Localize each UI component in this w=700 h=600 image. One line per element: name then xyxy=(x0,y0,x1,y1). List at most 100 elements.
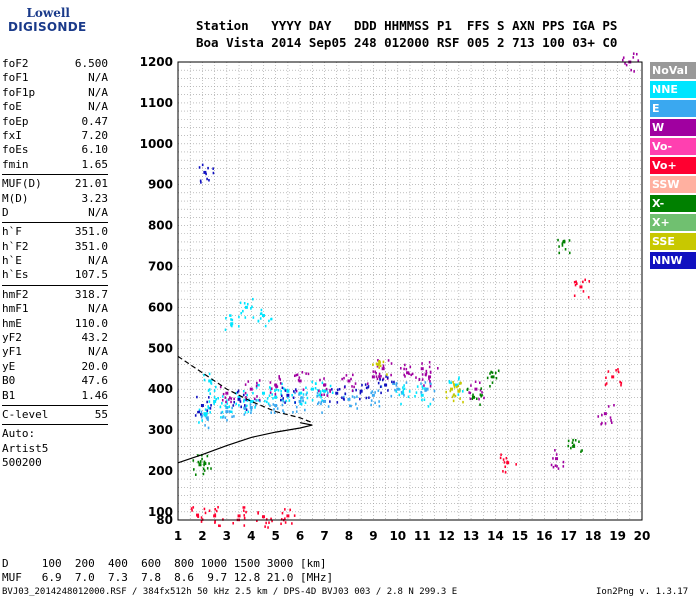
x-tick-label: 17 xyxy=(560,529,577,543)
data-point xyxy=(208,379,212,383)
data-point xyxy=(304,408,306,412)
data-point xyxy=(230,323,232,327)
data-point xyxy=(207,406,210,410)
data-point xyxy=(350,404,352,408)
data-point xyxy=(311,380,313,384)
data-point xyxy=(277,389,280,392)
data-point xyxy=(403,387,406,391)
data-point xyxy=(554,464,557,467)
data-point xyxy=(632,52,635,55)
data-point xyxy=(273,408,275,411)
data-point xyxy=(428,365,431,369)
param-value: 20.0 xyxy=(81,359,109,373)
data-point xyxy=(607,405,610,408)
data-point xyxy=(620,383,622,387)
data-point xyxy=(240,405,242,409)
data-point xyxy=(280,518,283,521)
param-value: N/A xyxy=(88,254,108,268)
data-point xyxy=(256,381,258,385)
data-point xyxy=(469,397,472,401)
muf-line: MUF 6.9 7.0 7.3 7.8 8.6 9.7 12.8 21.0 [M… xyxy=(2,571,334,584)
data-point xyxy=(255,384,258,388)
data-point xyxy=(229,410,232,413)
data-point xyxy=(450,381,452,385)
x-tick-label: 10 xyxy=(389,529,406,543)
data-point xyxy=(378,366,381,369)
data-point xyxy=(244,316,247,319)
data-point xyxy=(206,418,209,421)
y-tick-label: 1000 xyxy=(140,137,173,151)
data-point xyxy=(637,59,640,62)
data-point xyxy=(407,395,410,399)
data-point xyxy=(366,382,369,385)
data-point xyxy=(282,387,285,390)
header-row2: Boa Vista 2014 Sep05 248 012000 RSF 005 … xyxy=(196,35,618,50)
param-row: fmin 1.65 xyxy=(2,158,108,172)
param-row: C-level 55 xyxy=(2,408,108,422)
data-point xyxy=(205,172,207,176)
data-point xyxy=(421,373,424,376)
data-point xyxy=(552,457,554,460)
data-point xyxy=(349,404,351,408)
param-row: foEp 0.47 xyxy=(2,115,108,129)
data-point xyxy=(282,400,285,403)
data-point xyxy=(466,388,469,391)
data-point xyxy=(387,376,389,379)
data-point xyxy=(387,389,389,392)
data-point xyxy=(394,388,396,392)
data-point xyxy=(479,403,481,406)
data-point xyxy=(295,373,298,377)
data-point xyxy=(474,387,478,391)
data-point xyxy=(264,324,267,328)
data-point xyxy=(351,389,354,393)
data-point xyxy=(319,394,322,397)
data-point xyxy=(219,385,222,389)
data-point xyxy=(555,453,558,456)
data-point xyxy=(377,389,380,392)
param-value: N/A xyxy=(88,205,108,219)
data-point xyxy=(267,402,270,405)
data-point xyxy=(377,359,379,362)
data-point xyxy=(355,388,357,392)
data-point xyxy=(323,377,325,380)
x-tick-label: 13 xyxy=(463,529,480,543)
data-point xyxy=(424,387,426,390)
data-point xyxy=(251,297,254,301)
data-point xyxy=(403,373,406,377)
data-point xyxy=(198,410,200,414)
chart-lines xyxy=(177,355,313,464)
data-point xyxy=(478,397,480,401)
data-point xyxy=(278,375,280,378)
data-point xyxy=(350,377,352,381)
data-point xyxy=(205,416,209,420)
data-point xyxy=(226,402,228,405)
data-point xyxy=(341,396,343,399)
data-point xyxy=(353,385,355,389)
data-point xyxy=(580,450,582,453)
data-point xyxy=(242,506,245,509)
data-point xyxy=(255,399,258,402)
data-point xyxy=(468,391,470,394)
data-point xyxy=(268,386,271,389)
data-point xyxy=(252,316,255,319)
data-point xyxy=(280,522,282,526)
data-point xyxy=(284,389,287,392)
data-point xyxy=(289,508,291,512)
data-point xyxy=(601,421,603,425)
data-point xyxy=(292,396,295,399)
data-point xyxy=(225,391,229,395)
data-point xyxy=(374,401,376,405)
data-point xyxy=(416,385,419,388)
data-point xyxy=(266,400,268,404)
data-point xyxy=(282,409,284,412)
data-point xyxy=(206,411,208,415)
data-point xyxy=(200,416,203,419)
y-tick-label: 500 xyxy=(148,341,173,355)
data-point xyxy=(196,395,198,399)
legend-item: W xyxy=(650,119,696,136)
data-point xyxy=(558,251,561,255)
legend-item: NNW xyxy=(650,252,696,269)
data-point xyxy=(424,373,427,377)
param-value: 110.0 xyxy=(74,316,108,330)
data-point xyxy=(575,280,577,283)
